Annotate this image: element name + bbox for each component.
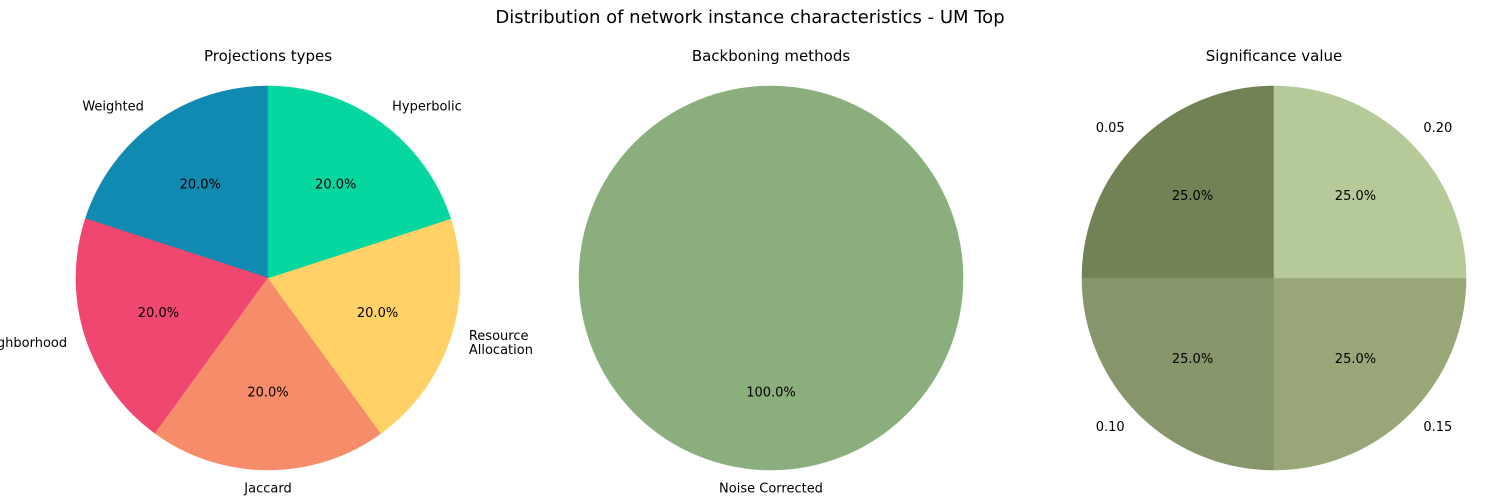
slice-label-noise-corrected: Noise Corrected bbox=[719, 482, 823, 497]
pct-label-0-05: 25.0% bbox=[1172, 189, 1213, 204]
pct-label-0-10: 25.0% bbox=[1172, 352, 1213, 367]
pie-chart-projections-types: Projections types 20.0% Weighted 20.0% Neig… bbox=[0, 0, 533, 500]
pie-slice-hyperbolic bbox=[267, 85, 451, 279]
pie-slice-resource-allocation bbox=[267, 218, 461, 434]
slice-label-0-05: 0.05 bbox=[1096, 121, 1125, 136]
pie-slice-jaccard bbox=[154, 277, 382, 471]
figure-title: Distribution of network instance charact… bbox=[495, 7, 1005, 28]
pie-backboning-methods-svg: 100.0% Noise Corrected bbox=[578, 85, 964, 497]
slice-label-jaccard: Jaccard bbox=[243, 482, 291, 497]
slice-label-neighborhood: Neighborhood bbox=[0, 336, 67, 351]
slice-label-0-20: 0.20 bbox=[1423, 121, 1452, 136]
chart-title-backboning-methods: Backboning methods bbox=[691, 47, 851, 65]
pie-slice-0-20 bbox=[1273, 85, 1467, 279]
pct-label-0-20: 25.0% bbox=[1335, 189, 1376, 204]
pct-label-noise-corrected: 100.0% bbox=[746, 386, 796, 401]
pie-slice-neighborhood bbox=[75, 218, 269, 434]
pct-label-jaccard: 20.0% bbox=[247, 386, 288, 401]
slice-label-resource-allocation: Resource Allocation bbox=[469, 329, 533, 358]
chart-title-significance-value: Significance value bbox=[1205, 47, 1343, 65]
pie-slice-noise-corrected bbox=[578, 85, 964, 471]
slice-label-0-10: 0.10 bbox=[1096, 420, 1125, 435]
pct-label-neighborhood: 20.0% bbox=[138, 306, 179, 321]
pie-chart-backboning-methods: Backboning methods 100.0% Noise Corrected bbox=[521, 0, 1021, 500]
slice-label-weighted: Weighted bbox=[82, 100, 144, 115]
pct-label-weighted: 20.0% bbox=[180, 177, 221, 192]
pie-chart-significance-value: Significance value 25.0% 0.05 25.0% 0.10 25.… bbox=[1024, 0, 1500, 500]
pie-slice-0-05 bbox=[1081, 85, 1275, 279]
slice-label-0-15: 0.15 bbox=[1423, 420, 1452, 435]
pie-slice-weighted bbox=[85, 85, 269, 279]
pie-slice-0-15 bbox=[1273, 277, 1467, 471]
pie-significance-value-svg: 25.0% 0.05 25.0% 0.10 25.0% 0.15 25.0% 0.20 bbox=[1081, 85, 1467, 471]
pct-label-resource-allocation: 20.0% bbox=[357, 306, 398, 321]
pct-label-0-15: 25.0% bbox=[1335, 352, 1376, 367]
pie-projections-types-svg: 20.0% Weighted 20.0% Neighborhood 20.0% Jacca… bbox=[0, 85, 533, 497]
pie-slice-0-10 bbox=[1081, 277, 1275, 471]
slice-label-hyperbolic: Hyperbolic bbox=[392, 100, 462, 115]
pct-label-hyperbolic: 20.0% bbox=[315, 177, 356, 192]
chart-title-projections-types: Projections types bbox=[203, 47, 333, 65]
